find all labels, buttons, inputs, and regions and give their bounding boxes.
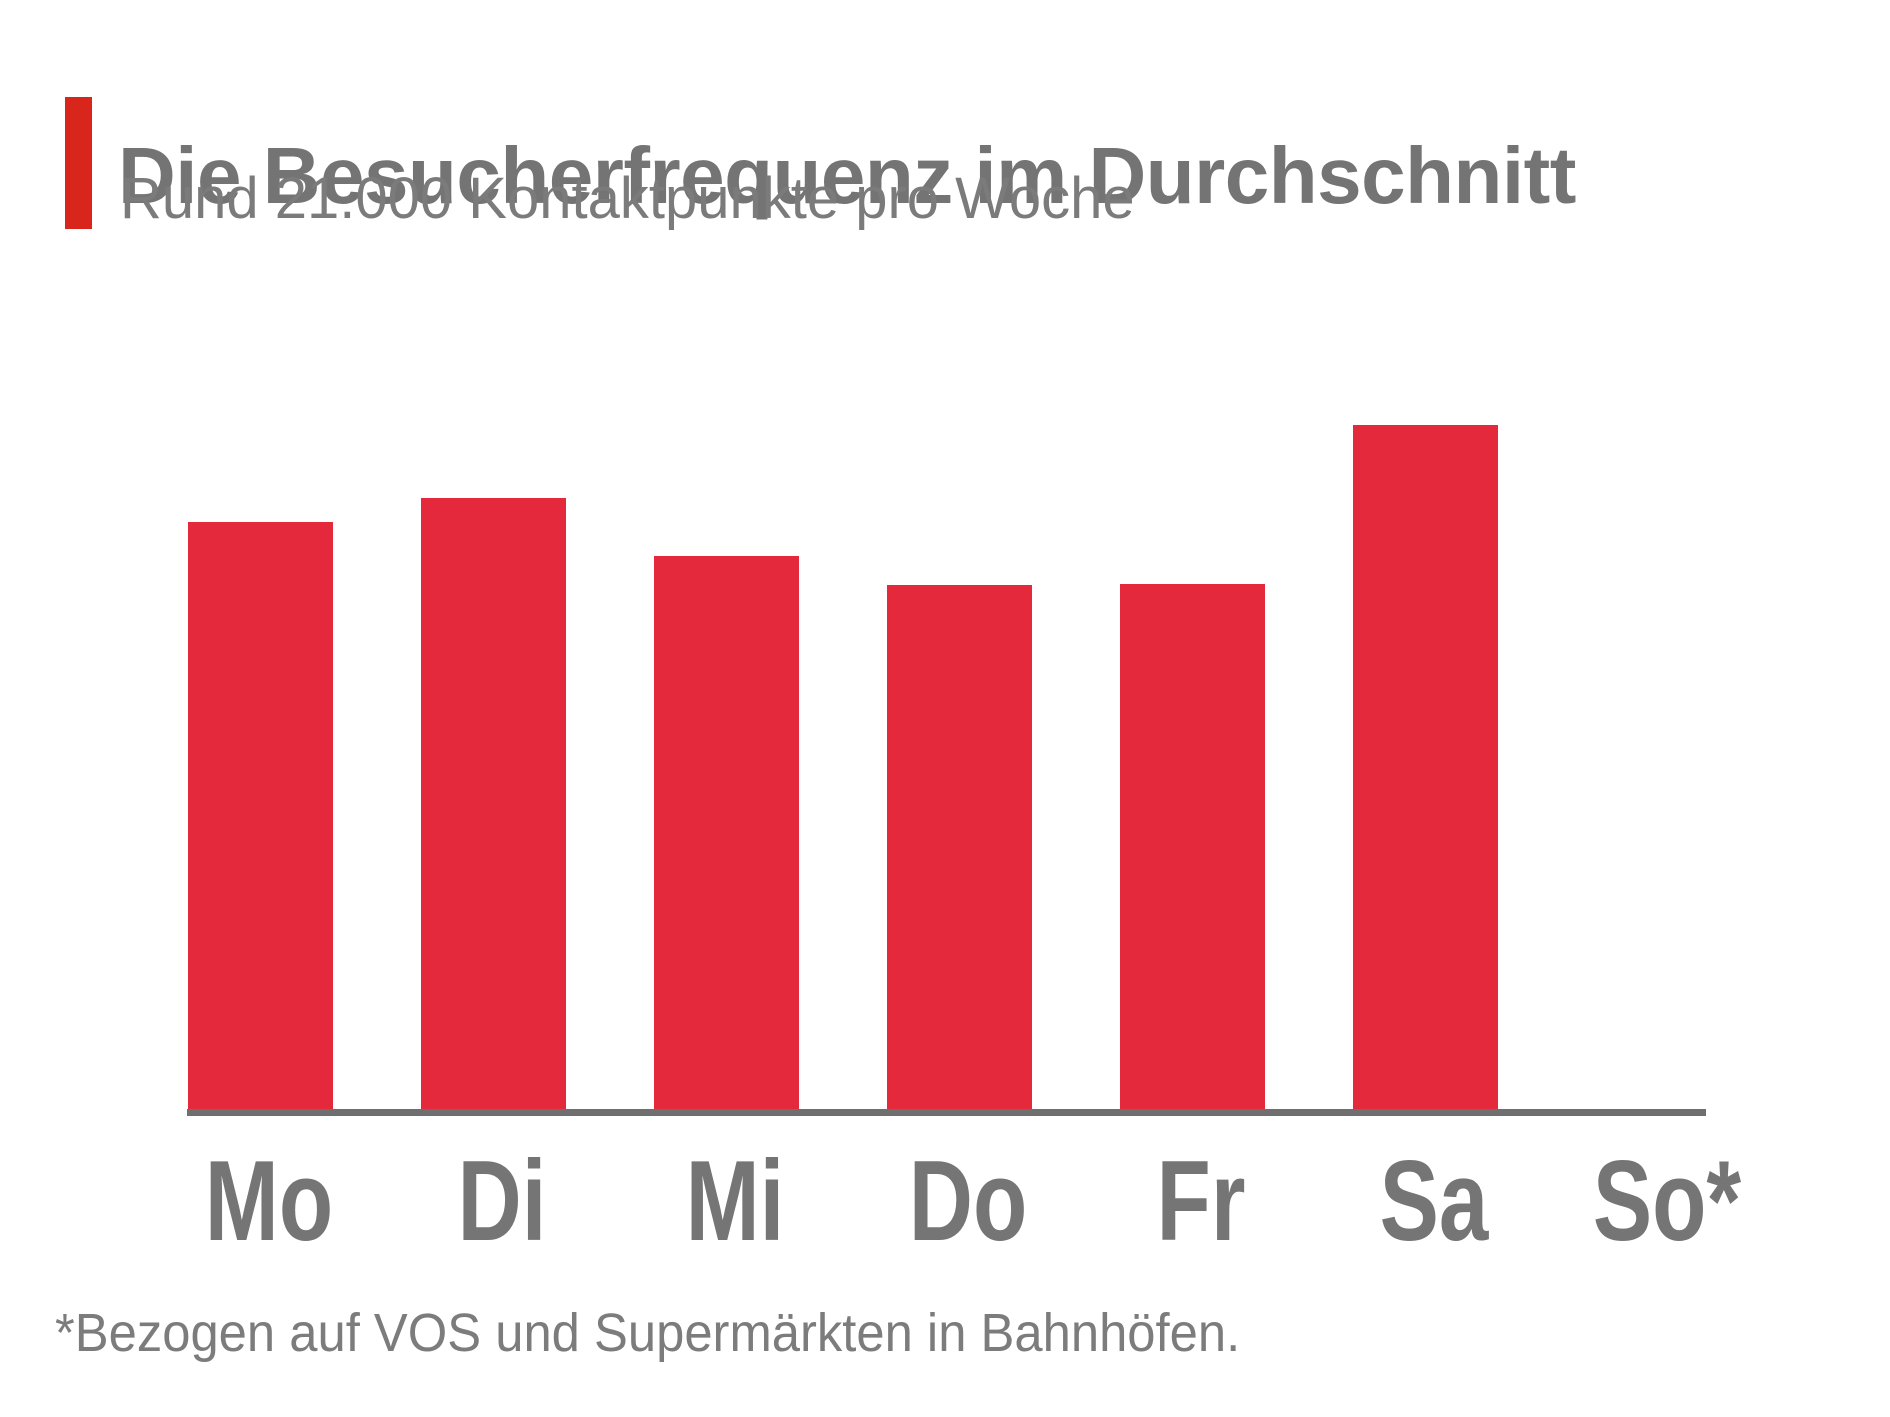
title-accent-bar bbox=[65, 97, 92, 229]
x-axis-label-mo: Mo bbox=[204, 1138, 334, 1265]
x-axis-label-fr: Fr bbox=[1156, 1138, 1246, 1265]
x-axis-label-mi: Mi bbox=[685, 1138, 785, 1265]
x-axis-label-di: Di bbox=[457, 1138, 547, 1265]
x-axis-label-do: Do bbox=[908, 1138, 1028, 1265]
page-subtitle: Rund 21.000 Kontaktpunkte pro Woche bbox=[120, 166, 1135, 231]
bar-di bbox=[420, 498, 566, 1109]
bar-mo bbox=[187, 522, 333, 1109]
bar-fr bbox=[1119, 584, 1265, 1109]
bar-do bbox=[886, 585, 1032, 1109]
x-axis-label-sa: Sa bbox=[1379, 1138, 1489, 1265]
footnote: *Bezogen auf VOS und Supermärkten in Bah… bbox=[55, 1303, 1241, 1363]
x-axis-line bbox=[187, 1109, 1706, 1116]
x-axis-label-so: So* bbox=[1592, 1138, 1742, 1265]
bar-mi bbox=[653, 556, 799, 1109]
page-title: Die Besucherfrequenz im Durchschnitt bbox=[118, 130, 1576, 220]
bar-sa bbox=[1352, 425, 1498, 1109]
